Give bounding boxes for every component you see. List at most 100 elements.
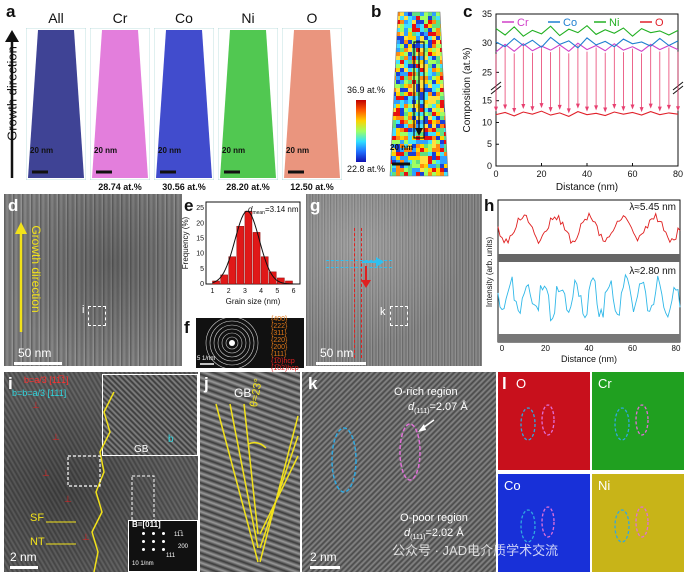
heat-cell <box>420 56 424 60</box>
heat-cell <box>396 112 400 116</box>
fft-spot <box>162 548 165 551</box>
intensity-profiles: λ≈5.45 nm λ≈2.80 nm 0 20 40 60 80 Distance (nm)… <box>485 199 681 364</box>
heat-cell <box>428 84 432 88</box>
panel-j-label: j <box>204 374 209 393</box>
heat-cell <box>432 140 436 144</box>
heat-cell <box>396 156 400 160</box>
heat-cell <box>444 28 448 32</box>
heat-cell <box>444 64 448 68</box>
heat-cell <box>432 12 436 16</box>
heat-cell <box>400 40 404 44</box>
heat-cell <box>412 148 416 152</box>
y-tick-label: 10 <box>482 117 492 127</box>
heat-cell <box>390 172 392 176</box>
heat-cell <box>404 124 408 128</box>
connector-arrowhead <box>494 106 498 112</box>
x-tick-label: 80 <box>673 169 683 179</box>
heat-cell <box>432 100 436 104</box>
heat-cell <box>432 16 436 20</box>
heat-cell <box>392 20 396 24</box>
heat-cell <box>420 36 424 40</box>
heat-cell <box>400 160 404 164</box>
heat-cell <box>428 48 432 52</box>
heat-cell <box>428 160 432 164</box>
heat-cell <box>448 44 450 48</box>
apt-caption-co: 30.56 at.% <box>162 182 206 192</box>
heat-cell <box>390 20 392 24</box>
heat-cell <box>436 152 440 156</box>
heat-cell <box>420 76 424 80</box>
heat-cell <box>392 124 396 128</box>
heat-cell <box>404 16 408 20</box>
h-x-tick: 80 <box>672 344 681 353</box>
heat-cell <box>424 140 428 144</box>
heat-cell <box>400 24 404 28</box>
heat-cell <box>436 88 440 92</box>
heat-cell <box>404 32 408 36</box>
heat-cell <box>412 8 416 12</box>
y-tick-label: 0 <box>487 161 492 171</box>
scalebar-g <box>316 362 366 365</box>
heat-cell <box>436 136 440 140</box>
heat-cell <box>420 172 424 176</box>
heat-cell <box>440 104 444 108</box>
heat-cell <box>392 40 396 44</box>
heat-cell <box>392 104 396 108</box>
growth-arrow-d <box>14 222 28 334</box>
heat-cell <box>424 24 428 28</box>
heat-cell <box>416 108 420 112</box>
heat-cell <box>400 64 404 68</box>
connector-arrowhead <box>648 103 653 109</box>
heat-cell <box>396 28 400 32</box>
saed-pattern <box>196 318 304 368</box>
heat-cell <box>408 16 412 20</box>
heat-cell <box>390 112 392 116</box>
heat-cell <box>400 164 404 168</box>
heat-cell <box>416 24 420 28</box>
connector-arrowhead <box>676 106 680 112</box>
heat-cell <box>412 156 416 160</box>
heat-cell <box>440 36 444 40</box>
apt-title-ni: Ni <box>241 10 255 26</box>
heat-cell <box>432 20 436 24</box>
heat-cell <box>448 60 450 64</box>
o-poor-d-sub: (111) <box>410 534 426 542</box>
heat-cell <box>448 124 450 128</box>
saed-ring-label: {311} <box>271 330 287 337</box>
heat-cell <box>404 72 408 76</box>
eds-pink-ellipse <box>541 506 555 538</box>
heat-cell <box>420 60 424 64</box>
heat-cell <box>420 80 424 84</box>
heat-cell <box>440 84 444 88</box>
heat-cell <box>424 124 428 128</box>
connector-arrowhead <box>621 106 626 112</box>
heat-cell <box>436 28 440 32</box>
heat-cell <box>416 156 420 160</box>
heat-cell <box>390 92 392 96</box>
heat-cell <box>400 136 404 140</box>
apt-cone-all <box>28 30 84 178</box>
colorbar-max: 36.9 at.% <box>347 85 386 95</box>
apt-volume-ni <box>217 27 279 181</box>
heat-cell <box>400 32 404 36</box>
heat-cell <box>416 124 420 128</box>
fft-spot <box>162 532 165 535</box>
fft-spot <box>142 548 145 551</box>
heat-cell <box>390 48 392 52</box>
heat-cell <box>428 64 432 68</box>
heat-cell <box>420 96 424 100</box>
heat-cell <box>420 28 424 32</box>
heat-cell <box>428 128 432 132</box>
heat-cell <box>390 24 392 28</box>
connector-arrowhead <box>512 107 517 113</box>
heat-cell <box>408 48 412 52</box>
heat-cell <box>404 84 408 88</box>
heat-cell <box>416 64 420 68</box>
heat-cell <box>448 28 450 32</box>
svg-text:⊥: ⊥ <box>52 432 60 442</box>
apt-title-all: All <box>48 10 64 26</box>
heat-cell <box>424 136 428 140</box>
hist-y-tick: 10 <box>196 251 204 258</box>
heat-cell <box>440 76 444 80</box>
panel-b-scalebar: 20 nm <box>390 143 414 152</box>
